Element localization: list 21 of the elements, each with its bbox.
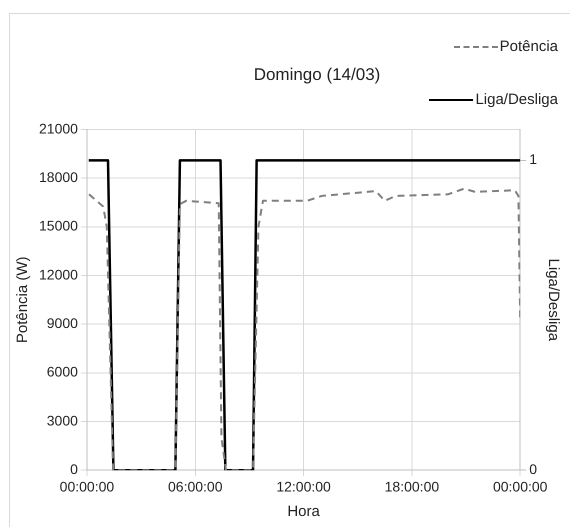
legend-label: Potência xyxy=(500,38,558,55)
x-tick-label: 00:00:00 xyxy=(492,478,548,494)
y-tick-label: 9000 xyxy=(46,315,78,331)
x-tick-label: 00:00:00 xyxy=(60,478,114,494)
x-tick-label: 12:00:00 xyxy=(276,478,332,494)
y-axis-title: Potência (W) xyxy=(14,256,32,344)
y2-axis-title: Liga/Desliga xyxy=(544,258,562,342)
y-tick-label: 12000 xyxy=(38,266,78,282)
y2-tick-label: 0 xyxy=(529,461,538,478)
x-axis-title: Hora xyxy=(287,503,320,520)
x-tick-label: 06:00:00 xyxy=(168,478,223,494)
chart-title: Domingo (14/03) xyxy=(252,65,382,85)
y-tick-label: 6000 xyxy=(46,364,78,380)
y2-tick-label: 1 xyxy=(529,151,538,168)
y-tick-label: 3000 xyxy=(46,412,78,428)
legend-label: Liga/Desliga xyxy=(475,91,558,108)
y-tick-label: 21000 xyxy=(38,120,78,136)
x-tick-label: 18:00:00 xyxy=(384,478,440,494)
y-tick-label: 0 xyxy=(70,461,78,478)
y-tick-label: 18000 xyxy=(38,168,78,185)
y-tick-label: 15000 xyxy=(38,218,78,234)
